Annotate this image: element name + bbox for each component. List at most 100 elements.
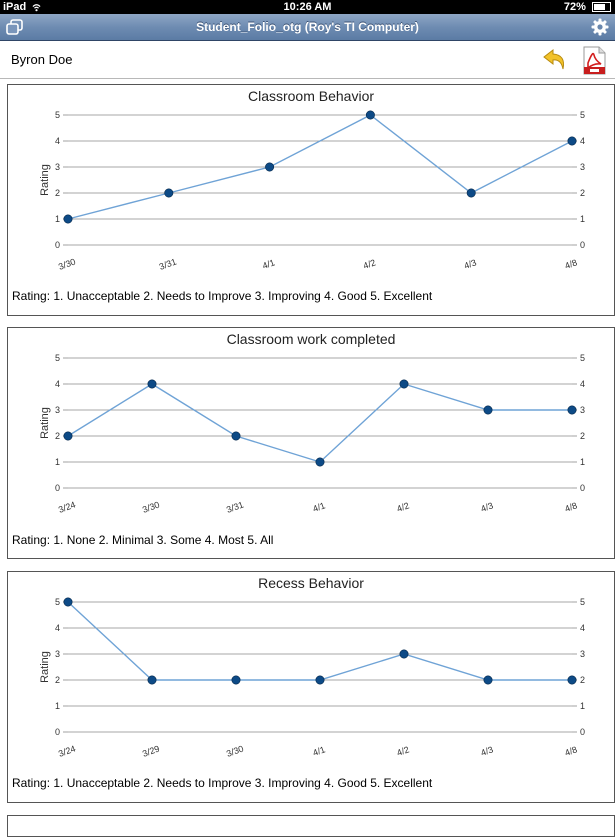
- y-tick-label: 2: [580, 675, 585, 685]
- y-tick-label: 4: [55, 623, 60, 633]
- rating-legend: Rating: 1. Unacceptable 2. Needs to Impr…: [12, 289, 433, 303]
- y-tick-label: 1: [580, 214, 585, 224]
- data-point[interactable]: [231, 431, 241, 441]
- app-title: Student_Folio_otg (Roy's TI Computer): [196, 20, 419, 34]
- y-tick-label: 1: [55, 701, 60, 711]
- y-tick-label: 0: [55, 483, 60, 493]
- rating-legend: Rating: 1. Unacceptable 2. Needs to Impr…: [12, 776, 433, 790]
- data-point[interactable]: [365, 110, 375, 120]
- undo-arrow-icon[interactable]: [541, 47, 569, 73]
- data-point[interactable]: [315, 457, 325, 467]
- y-tick-label: 5: [55, 353, 60, 363]
- x-tick-label: 4/8: [563, 500, 578, 514]
- data-point[interactable]: [63, 431, 73, 441]
- y-tick-label: 1: [55, 457, 60, 467]
- x-tick-label: 4/2: [395, 500, 410, 514]
- y-tick-label: 0: [55, 240, 60, 250]
- navigation-bar: Student_Folio_otg (Roy's TI Computer): [0, 14, 615, 41]
- data-point[interactable]: [466, 188, 476, 198]
- y-tick-label: 4: [580, 623, 585, 633]
- data-point[interactable]: [567, 136, 577, 146]
- battery-fill: [594, 4, 605, 11]
- recess-behavior-chart: 0 0 1 1 2 2 3 3 4 4 5 5 Rating 3/24 3/29 3/30 4/1 4/2 4/3 4…: [39, 597, 585, 759]
- data-point[interactable]: [315, 675, 325, 685]
- device-name: iPad: [3, 1, 27, 13]
- y-axis-label: Rating: [39, 651, 51, 683]
- rating-legend: Rating: 1. None 2. Minimal 3. Some 4. Mo…: [12, 533, 274, 547]
- series-line: [67, 114, 573, 220]
- data-point[interactable]: [399, 649, 409, 659]
- x-tick-label: 3/31: [158, 256, 178, 271]
- y-axis-label: Rating: [39, 164, 51, 196]
- y-axis-label: Rating: [39, 407, 51, 439]
- y-tick-label: 5: [580, 353, 585, 363]
- data-point[interactable]: [483, 675, 493, 685]
- windows-icon[interactable]: [6, 19, 24, 35]
- x-tick-label: 4/1: [311, 744, 326, 758]
- series-line: [67, 383, 572, 463]
- x-tick-label: 4/3: [463, 257, 478, 271]
- data-point[interactable]: [483, 405, 493, 415]
- y-tick-label: 0: [55, 727, 60, 737]
- data-point[interactable]: [147, 675, 157, 685]
- y-tick-label: 2: [55, 431, 60, 441]
- x-tick-label: 4/2: [362, 257, 377, 271]
- x-tick-label: 3/24: [57, 743, 77, 758]
- x-tick-label: 4/8: [563, 744, 578, 758]
- chart-title: Classroom Behavior: [247, 88, 375, 104]
- y-tick-label: 5: [580, 597, 585, 607]
- classroom-work-chart: 0 0 1 1 2 2 3 3 4 4 5 5 Rating 3/24 3/30 3/31 4/1 4/2 4/3 4…: [39, 353, 585, 515]
- series-line: [67, 601, 572, 681]
- y-tick-label: 2: [55, 188, 60, 198]
- status-time: 10:26 AM: [283, 1, 332, 13]
- data-point[interactable]: [63, 597, 73, 607]
- y-tick-label: 4: [580, 379, 585, 389]
- x-tick-label: 4/1: [311, 500, 326, 514]
- x-tick-label: 4/2: [395, 744, 410, 758]
- x-tick-label: 3/30: [57, 256, 77, 271]
- y-tick-label: 2: [55, 675, 60, 685]
- gear-icon[interactable]: [591, 18, 609, 36]
- chart-panel-recess-behavior: 0 0 1 1 2 2 3 3 4 4 5 5 Rating 3/24 3/29 3/30 4/1 4/2 4/3 4…: [7, 571, 615, 803]
- y-tick-label: 0: [580, 483, 585, 493]
- y-tick-label: 3: [55, 162, 60, 172]
- data-point[interactable]: [147, 379, 157, 389]
- y-tick-label: 3: [580, 405, 585, 415]
- data-point[interactable]: [265, 162, 275, 172]
- pdf-icon[interactable]: [581, 46, 607, 75]
- chart-title: Classroom work completed: [226, 331, 396, 347]
- y-tick-label: 5: [580, 110, 585, 120]
- y-tick-label: 0: [580, 240, 585, 250]
- student-name: Byron Doe: [11, 52, 73, 67]
- y-tick-label: 3: [55, 649, 60, 659]
- y-tick-label: 4: [55, 379, 60, 389]
- x-tick-label: 3/30: [225, 743, 245, 758]
- battery-percent: 72%: [563, 1, 586, 13]
- chart-panel-classroom-work: 0 0 1 1 2 2 3 3 4 4 5 5 Rating 3/24 3/30 3/31 4/1 4/2 4/3 4…: [7, 327, 615, 559]
- y-tick-label: 3: [580, 162, 585, 172]
- x-tick-label: 4/1: [261, 257, 276, 271]
- y-tick-label: 2: [580, 188, 585, 198]
- status-right: 72%: [564, 1, 611, 13]
- y-tick-label: 1: [580, 457, 585, 467]
- data-point[interactable]: [567, 405, 577, 415]
- status-bar: iPad 10:26 AM 72%: [0, 0, 615, 14]
- y-tick-label: 3: [55, 405, 60, 415]
- y-tick-label: 1: [55, 214, 60, 224]
- y-tick-label: 4: [580, 136, 585, 146]
- data-point[interactable]: [567, 675, 577, 685]
- x-tick-label: 3/31: [225, 499, 245, 514]
- x-tick-label: 3/29: [141, 743, 161, 758]
- data-point[interactable]: [164, 188, 174, 198]
- y-tick-label: 0: [580, 727, 585, 737]
- data-point[interactable]: [399, 379, 409, 389]
- y-tick-label: 4: [55, 136, 60, 146]
- y-tick-label: 1: [580, 701, 585, 711]
- data-point[interactable]: [63, 214, 73, 224]
- chart-title: Recess Behavior: [258, 575, 364, 591]
- x-tick-label: 3/30: [141, 499, 161, 514]
- data-point[interactable]: [231, 675, 241, 685]
- y-tick-label: 5: [55, 597, 60, 607]
- y-tick-label: 3: [580, 649, 585, 659]
- x-tick-label: 4/8: [563, 257, 578, 271]
